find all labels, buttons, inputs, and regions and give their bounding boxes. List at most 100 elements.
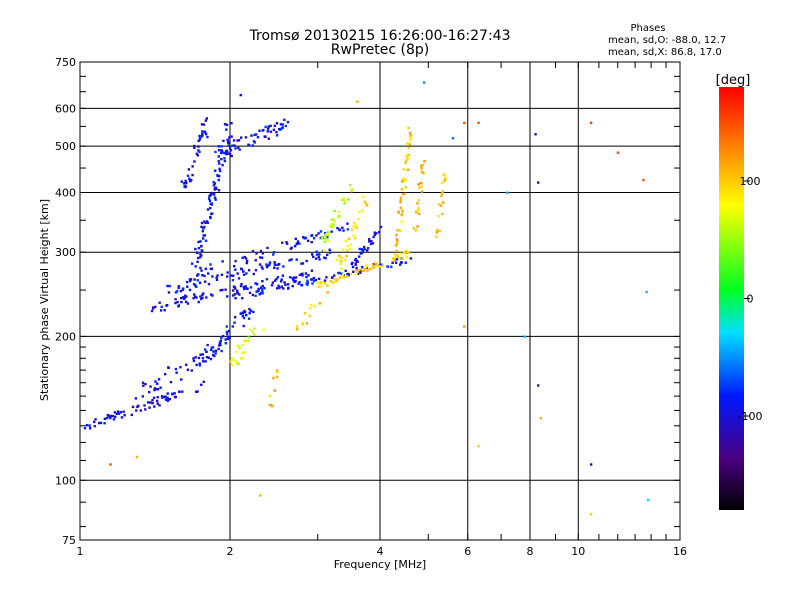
data-point <box>365 263 368 267</box>
data-point <box>258 129 261 132</box>
data-point <box>259 256 262 259</box>
data-point <box>88 427 92 430</box>
data-point <box>309 303 313 307</box>
data-point <box>406 168 410 171</box>
data-point <box>183 181 187 185</box>
data-point <box>196 390 199 393</box>
data-point <box>184 179 187 183</box>
data-point <box>271 404 274 408</box>
data-point <box>281 123 284 126</box>
data-point <box>379 225 383 229</box>
data-point <box>201 130 204 133</box>
data-point <box>296 241 299 245</box>
data-point <box>209 202 212 205</box>
data-point <box>219 289 222 292</box>
data-point <box>346 228 350 231</box>
data-point <box>289 247 293 250</box>
data-point <box>333 209 336 213</box>
data-point <box>237 277 241 280</box>
data-point <box>225 275 229 278</box>
data-point <box>139 409 143 412</box>
data-point <box>174 298 177 301</box>
data-point <box>220 273 224 276</box>
data-point <box>180 180 183 183</box>
data-point <box>323 279 327 282</box>
data-point <box>326 291 329 294</box>
data-point <box>308 314 311 317</box>
data-point <box>403 192 407 196</box>
data-point <box>288 259 291 262</box>
data-point <box>216 274 219 277</box>
data-point <box>253 141 256 144</box>
data-point <box>279 123 283 126</box>
data-point <box>231 144 234 147</box>
data-point <box>119 411 123 414</box>
data-point <box>97 421 101 425</box>
y-tick-label: 600 <box>55 102 76 115</box>
data-point <box>317 232 320 235</box>
data-point <box>405 255 409 259</box>
data-point <box>190 178 193 182</box>
y-tick-label: 750 <box>55 56 76 69</box>
data-point <box>536 181 540 184</box>
data-point <box>201 296 204 300</box>
data-point <box>323 256 326 259</box>
data-point <box>358 247 361 251</box>
data-point <box>248 307 251 311</box>
data-point <box>642 178 645 182</box>
data-point <box>312 279 316 283</box>
data-point <box>224 342 228 345</box>
colorbar-tick-label: 100 <box>740 175 761 188</box>
data-point <box>354 262 357 265</box>
data-point <box>371 242 375 245</box>
data-point <box>404 250 408 254</box>
data-point <box>310 278 314 281</box>
data-point <box>362 245 366 249</box>
data-point <box>506 191 509 194</box>
data-point <box>113 415 117 418</box>
data-point <box>245 272 248 275</box>
data-point <box>198 134 201 138</box>
data-point <box>181 287 185 290</box>
data-point <box>346 244 349 248</box>
data-point <box>646 498 650 502</box>
data-point <box>248 291 252 295</box>
data-point <box>403 252 406 255</box>
data-point <box>265 278 269 281</box>
data-point <box>356 270 359 273</box>
y-tick-label: 500 <box>55 140 76 153</box>
data-point <box>313 304 317 308</box>
data-point <box>175 371 178 374</box>
data-point <box>196 260 199 264</box>
data-point <box>199 266 202 270</box>
data-point <box>130 413 133 417</box>
data-point <box>285 241 288 244</box>
data-point <box>375 232 378 235</box>
data-point <box>195 152 199 156</box>
data-point <box>184 184 187 188</box>
data-point <box>400 220 403 223</box>
data-point <box>534 133 537 136</box>
data-point <box>231 294 235 297</box>
data-point <box>147 401 150 404</box>
data-point <box>163 308 166 312</box>
data-point <box>249 286 253 289</box>
data-point <box>320 237 324 240</box>
data-point <box>416 225 419 228</box>
data-point <box>342 229 345 232</box>
data-point <box>265 263 268 266</box>
data-point <box>258 263 262 266</box>
data-point <box>209 263 212 266</box>
data-point <box>142 384 145 387</box>
data-point <box>420 167 423 170</box>
data-point <box>350 188 354 191</box>
data-point <box>131 405 135 409</box>
data-point <box>237 146 240 150</box>
data-point <box>324 234 327 238</box>
data-point <box>337 210 340 214</box>
data-point <box>290 258 293 261</box>
data-point <box>211 294 214 297</box>
data-point <box>324 237 327 241</box>
data-point <box>303 312 307 315</box>
